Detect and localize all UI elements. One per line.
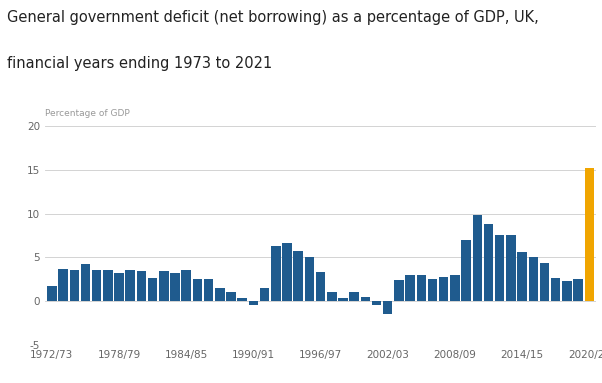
Bar	[249, 301, 258, 305]
Bar	[495, 235, 504, 301]
Bar	[517, 252, 527, 301]
Bar	[562, 281, 572, 301]
Bar	[58, 269, 68, 301]
Bar	[103, 270, 113, 301]
Bar	[81, 264, 90, 301]
Bar	[361, 297, 370, 301]
Bar	[193, 279, 202, 301]
Bar	[484, 224, 493, 301]
Bar	[316, 272, 325, 301]
Bar	[282, 242, 292, 301]
Bar	[215, 288, 225, 301]
Text: financial years ending 1973 to 2021: financial years ending 1973 to 2021	[7, 56, 273, 70]
Bar	[327, 292, 337, 301]
Text: General government deficit (net borrowing) as a percentage of GDP, UK,: General government deficit (net borrowin…	[7, 10, 539, 25]
Bar	[461, 240, 471, 301]
Bar	[349, 292, 359, 301]
Bar	[271, 246, 281, 301]
Bar	[125, 270, 135, 301]
Bar	[383, 301, 393, 314]
Bar	[137, 271, 146, 301]
Bar	[237, 298, 247, 301]
Bar	[417, 275, 426, 301]
Bar	[204, 279, 213, 301]
Bar	[170, 273, 180, 301]
Bar	[338, 298, 348, 301]
Bar	[506, 235, 516, 301]
Text: Percentage of GDP: Percentage of GDP	[45, 109, 130, 118]
Bar	[529, 257, 538, 301]
Bar	[405, 275, 415, 301]
Bar	[394, 280, 404, 301]
Bar	[69, 270, 79, 301]
Bar	[439, 277, 448, 301]
Bar	[181, 270, 191, 301]
Bar	[47, 286, 57, 301]
Bar	[450, 275, 460, 301]
Bar	[159, 271, 169, 301]
Bar	[305, 257, 314, 301]
Bar	[551, 278, 560, 301]
Bar	[428, 279, 437, 301]
Bar	[573, 279, 583, 301]
Bar	[148, 278, 157, 301]
Bar	[372, 301, 381, 305]
Bar	[540, 264, 549, 301]
Bar	[585, 168, 594, 301]
Bar	[473, 214, 482, 301]
Bar	[226, 292, 236, 301]
Bar	[92, 270, 101, 301]
Bar	[293, 251, 303, 301]
Bar	[114, 273, 124, 301]
Bar	[260, 288, 269, 301]
